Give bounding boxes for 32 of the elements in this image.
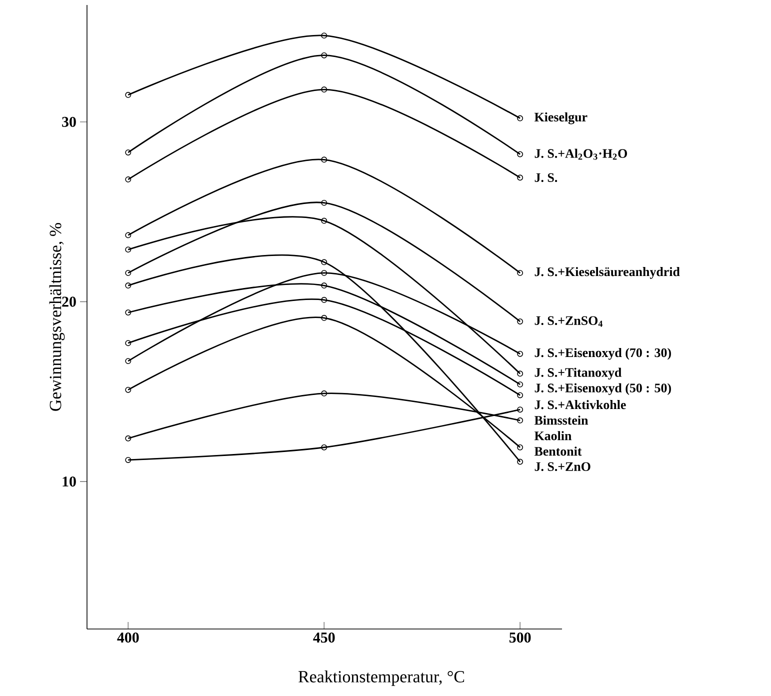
series-label: Kieselgur — [534, 112, 588, 124]
series-label: J. S.+Titanoxyd — [534, 368, 622, 380]
series-label: Bimsstein — [534, 416, 588, 425]
series-label: Bentonit — [534, 446, 582, 456]
point — [321, 444, 328, 450]
point — [321, 296, 328, 303]
series-label: J. S.+Kieselsäureanhydrid — [534, 267, 680, 279]
point — [321, 259, 328, 266]
series-label: J. S.+ZnSO$_{4}$ — [534, 316, 603, 327]
x-tick-label: 500 — [509, 632, 531, 643]
point — [321, 200, 328, 206]
point — [321, 270, 328, 276]
point — [321, 390, 328, 396]
x-axis-title: Reaktionstemperatur, °C — [298, 670, 464, 686]
series-label: J. S.+Eisenoxyd (50 : 50) — [534, 383, 671, 396]
x-tick-label: 400 — [117, 632, 139, 643]
series-label: Kaolin — [534, 431, 572, 440]
series-label: J. S.+Aktivkohle — [534, 400, 626, 410]
point — [321, 314, 328, 321]
point — [321, 282, 328, 289]
y-tick-label: 30 — [62, 116, 76, 127]
point — [321, 86, 328, 93]
series-label: J. S. — [534, 173, 558, 182]
point — [321, 218, 328, 224]
point — [321, 32, 328, 39]
series-label: J. S.+Eisenoxyd (70 : 30) — [534, 348, 671, 360]
x-tick-label: 450 — [313, 632, 335, 643]
series-label: J. S.+Al$_{2}$O$_{3}$·H$_{2}$O — [534, 148, 627, 160]
point — [321, 52, 328, 58]
series-label: J. S.+ZnO — [534, 462, 590, 472]
point — [321, 156, 328, 163]
y-tick-label: 10 — [62, 476, 76, 487]
